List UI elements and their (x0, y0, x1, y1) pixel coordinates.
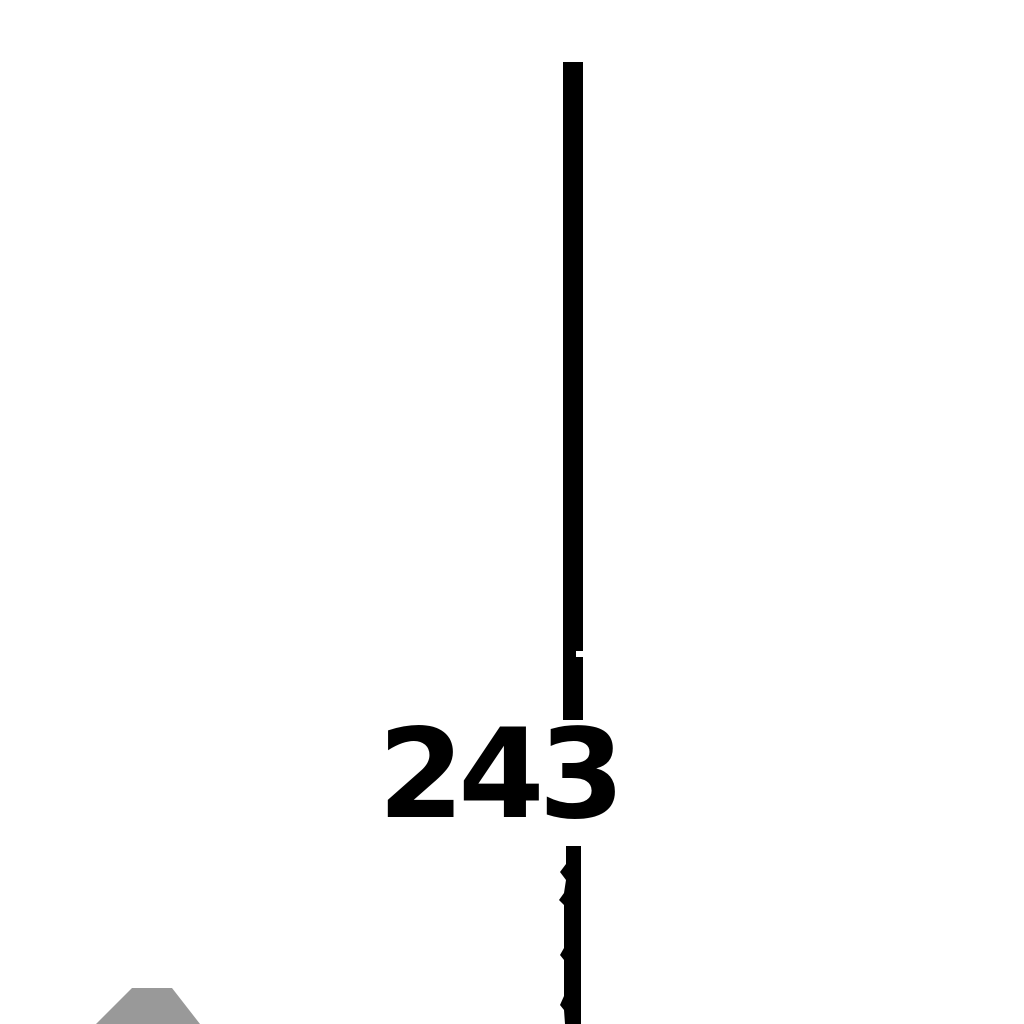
route-line-upper (563, 62, 583, 720)
route-line-nick (576, 651, 584, 657)
route-line-lower (559, 846, 581, 1024)
triangle-marker-icon (96, 988, 200, 1024)
route-number-label: 243 (378, 703, 625, 847)
